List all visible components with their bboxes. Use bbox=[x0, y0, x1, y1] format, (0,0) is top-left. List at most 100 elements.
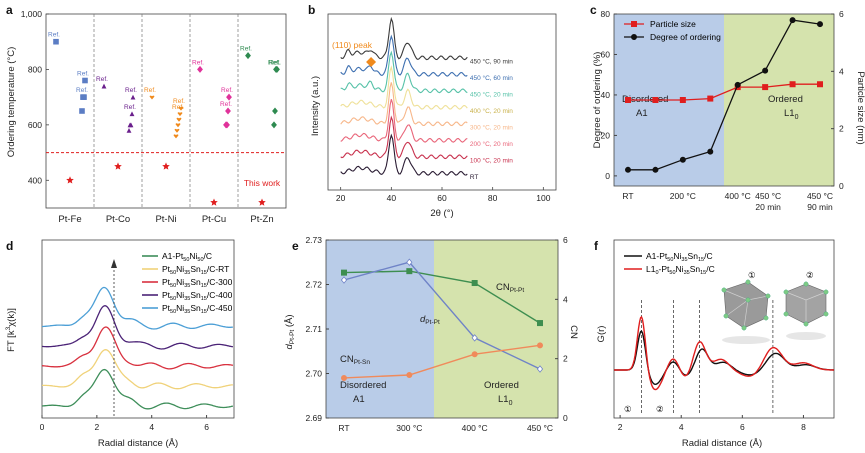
panel-d-xtick-label: 6 bbox=[204, 422, 209, 432]
series-point bbox=[734, 81, 741, 88]
xrd-trace-label: 200 °C, 20 min bbox=[470, 140, 513, 148]
panel-f-ylabel: G(r) bbox=[596, 326, 607, 343]
panel-f-xtick-label: 8 bbox=[801, 422, 806, 432]
series-point bbox=[537, 342, 544, 349]
cluster-2-illustration: ② bbox=[783, 270, 829, 340]
xrd-trace bbox=[340, 34, 468, 77]
panel-c-ytick-right-label: 0 bbox=[839, 181, 844, 191]
series-point bbox=[707, 95, 714, 102]
ref-point bbox=[101, 83, 107, 89]
panel-b-xtick-label: 80 bbox=[488, 193, 498, 203]
panel-a-ytick-label: 1,000 bbox=[21, 9, 43, 19]
panel-c-xtick-label: 400 °C bbox=[725, 191, 751, 201]
panel-e-ylabel-left: dPt-Pt (Å) bbox=[284, 314, 296, 349]
cluster-1-marker: ① bbox=[748, 270, 756, 280]
xrd-trace-label: 100 °C, 20 min bbox=[470, 157, 513, 165]
series-point bbox=[406, 268, 413, 275]
pdf-trace bbox=[614, 330, 835, 386]
ref-point bbox=[174, 128, 180, 133]
panel-c-xtick-sublabel: 90 min bbox=[807, 202, 833, 212]
panel-e-ytick-left-label: 2.69 bbox=[305, 413, 322, 423]
xrd-trace bbox=[340, 65, 468, 110]
ref-label: Ref. bbox=[269, 59, 281, 66]
panel-c-xtick-label: RT bbox=[622, 191, 633, 201]
ft-trace bbox=[42, 349, 233, 390]
legend-label: A1-Pt50Ni35Sn15/C bbox=[646, 251, 713, 263]
panel-a-ytick-label: 800 bbox=[28, 64, 42, 74]
panel-c-ytick-left-label: 20 bbox=[601, 130, 611, 140]
group-label: Pt-Co bbox=[106, 214, 130, 225]
region-disordered-e bbox=[326, 240, 434, 418]
panel-c: c Degree of ordering (%) Particle size (… bbox=[590, 3, 865, 212]
panel-c-ytick-left-label: 60 bbox=[601, 49, 611, 59]
panel-f-label: f bbox=[594, 239, 599, 253]
ref-label: Ref. bbox=[268, 59, 280, 66]
shell-1-marker: ① bbox=[624, 404, 632, 414]
xrd-trace-label: 400 °C, 20 min bbox=[470, 107, 513, 115]
ft-trace bbox=[41, 305, 233, 350]
ref-label: Ref. bbox=[48, 32, 60, 39]
panel-d-xlabel: Radial distance (Å) bbox=[98, 438, 178, 449]
series-point bbox=[340, 276, 348, 284]
series-line bbox=[628, 19, 821, 171]
panel-b-xtick-label: 60 bbox=[437, 193, 447, 203]
xrd-trace-label: RT bbox=[470, 174, 479, 181]
series-point bbox=[652, 166, 659, 173]
series-line bbox=[628, 83, 820, 101]
region-disordered-phase: A1 bbox=[636, 108, 648, 119]
panel-b-xtick-label: 100 bbox=[536, 193, 550, 203]
this-work-point bbox=[162, 162, 170, 170]
panel-e-xtick-label: 400 °C bbox=[462, 423, 488, 433]
series-point bbox=[789, 81, 796, 88]
xrd-trace-label: 300 °C, 20 min bbox=[470, 124, 513, 132]
region-disordered-phase-e: A1 bbox=[353, 394, 365, 405]
panel-e-ytick-left-label: 2.72 bbox=[305, 280, 322, 290]
ref-point bbox=[197, 65, 203, 73]
legend-label: Particle size bbox=[650, 19, 696, 29]
ref-point bbox=[176, 117, 182, 122]
legend-marker bbox=[631, 34, 638, 41]
group-label: Pt-Zn bbox=[250, 214, 273, 225]
ref-label: Ref. bbox=[76, 87, 88, 94]
series-point bbox=[652, 97, 659, 104]
ref-point bbox=[82, 77, 88, 84]
ref-label: Ref. bbox=[144, 87, 156, 94]
panel-d: d FT [k3χ(k)] 0 2 4 6 Radial distance (Å) A… bbox=[5, 239, 235, 449]
ref-point bbox=[225, 107, 231, 115]
panel-f-xlabel: Radial distance (Å) bbox=[682, 438, 762, 449]
panel-d-frame bbox=[41, 239, 235, 419]
xrd-trace-label: 450 °C, 60 min bbox=[470, 74, 513, 82]
panel-e-ytick-left-label: 2.70 bbox=[305, 369, 322, 379]
ref-point bbox=[245, 52, 251, 60]
panel-a-label: a bbox=[6, 3, 13, 17]
panel-f-frame bbox=[613, 239, 835, 419]
ref-point bbox=[130, 94, 136, 100]
panel-c-xtick-label: 450 °C bbox=[755, 191, 781, 201]
panel-b-xlabel: 2θ (°) bbox=[430, 208, 453, 219]
legend-marker bbox=[631, 20, 638, 27]
panel-c-ytick-left-label: 40 bbox=[601, 90, 611, 100]
xrd-trace bbox=[340, 115, 468, 160]
xrd-trace bbox=[340, 16, 468, 61]
panel-e-xtick-label: 450 °C bbox=[527, 423, 553, 433]
region-ordered-label: Ordered bbox=[768, 94, 803, 105]
label-d-ptpt: dPt-Pt bbox=[420, 314, 440, 326]
ref-label: Ref. bbox=[173, 98, 185, 105]
panel-c-ytick-left-label: 80 bbox=[601, 9, 611, 19]
ref-point bbox=[272, 107, 278, 115]
pdf-trace bbox=[614, 315, 834, 391]
series-point bbox=[789, 17, 796, 24]
xrd-trace bbox=[340, 82, 468, 127]
ref-label: Ref. bbox=[192, 59, 204, 66]
series-point bbox=[340, 269, 347, 276]
label-cn-ptpt: CNPt-Pt bbox=[496, 282, 524, 294]
ref-point bbox=[149, 95, 155, 100]
xrd-trace-label: 450 °C, 20 min bbox=[470, 91, 513, 99]
panel-a-ytick-label: 600 bbox=[28, 120, 42, 130]
panel-f-xtick-label: 4 bbox=[679, 422, 684, 432]
cluster-2-marker: ② bbox=[806, 270, 814, 280]
ref-point bbox=[80, 94, 86, 100]
panel-b-xtick-label: 40 bbox=[387, 193, 397, 203]
peak-label: (110) peak bbox=[332, 40, 373, 50]
ref-label: Ref. bbox=[220, 101, 232, 108]
